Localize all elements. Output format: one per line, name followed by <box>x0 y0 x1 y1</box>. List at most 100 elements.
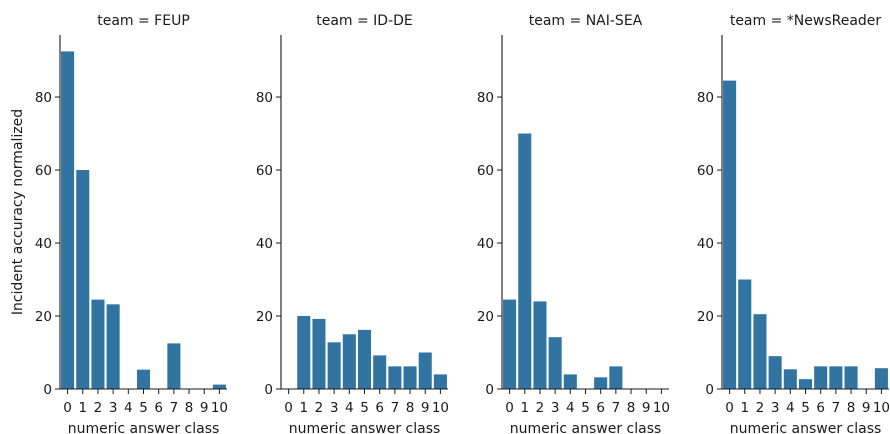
bar-7 <box>167 343 181 389</box>
bar-4 <box>342 334 356 389</box>
bar-0 <box>723 80 737 390</box>
x-tick-label: 6 <box>154 400 163 416</box>
y-tick-label: 20 <box>35 309 52 325</box>
bar-2 <box>312 318 326 389</box>
bar-9 <box>418 352 432 389</box>
x-tick-label: 9 <box>862 400 871 416</box>
y-tick-label: 0 <box>43 382 52 398</box>
bar-5 <box>798 379 813 389</box>
bar-2 <box>753 314 767 389</box>
x-axis-label: numeric answer class <box>510 421 662 434</box>
bar-1 <box>297 316 311 389</box>
x-tick-label: 3 <box>551 400 560 416</box>
bar-2 <box>533 301 547 389</box>
x-tick-label: 6 <box>596 400 605 416</box>
x-tick-label: 3 <box>109 400 118 416</box>
x-tick-label: 10 <box>653 400 670 416</box>
bar-8 <box>403 366 417 389</box>
bar-6 <box>373 355 387 389</box>
y-tick-label: 40 <box>697 236 714 252</box>
bar-10 <box>874 368 888 389</box>
bar-8 <box>844 366 858 389</box>
x-tick-label: 1 <box>78 400 87 416</box>
x-tick-label: 3 <box>771 400 780 416</box>
bar-6 <box>594 377 608 389</box>
bar-0 <box>61 51 75 390</box>
bar-4 <box>783 369 797 389</box>
x-tick-label: 2 <box>756 400 765 416</box>
bar-7 <box>829 366 843 389</box>
y-tick-label: 20 <box>256 309 273 325</box>
bar-10 <box>212 384 226 389</box>
x-tick-label: 8 <box>406 400 415 416</box>
x-tick-label: 9 <box>421 400 430 416</box>
x-axis-label: numeric answer class <box>68 421 220 434</box>
bar-0 <box>503 299 517 389</box>
y-axis-label: Incident accuracy normalized <box>10 109 26 315</box>
y-tick-label: 80 <box>477 90 494 106</box>
x-tick-label: 6 <box>816 400 825 416</box>
x-tick-label: 9 <box>642 400 651 416</box>
panel-title: team = *NewsReader <box>730 13 882 29</box>
x-tick-label: 9 <box>200 400 209 416</box>
y-tick-label: 20 <box>697 309 714 325</box>
y-tick-label: 0 <box>485 382 494 398</box>
x-tick-label: 0 <box>505 400 514 416</box>
x-tick-label: 8 <box>185 400 194 416</box>
x-tick-label: 1 <box>299 400 308 416</box>
y-tick-label: 60 <box>35 163 52 179</box>
x-tick-label: 7 <box>391 400 400 416</box>
y-tick-label: 0 <box>705 382 714 398</box>
x-tick-label: 5 <box>360 400 369 416</box>
bar-2 <box>91 299 105 389</box>
x-tick-label: 4 <box>786 400 795 416</box>
bar-4 <box>563 374 577 389</box>
y-tick-label: 60 <box>477 163 494 179</box>
bar-5 <box>357 329 372 389</box>
x-tick-label: 4 <box>345 400 354 416</box>
x-tick-label: 2 <box>94 400 103 416</box>
bar-1 <box>738 279 752 389</box>
bar-3 <box>327 342 341 389</box>
bar-6 <box>814 366 828 389</box>
x-tick-label: 8 <box>627 400 636 416</box>
x-tick-label: 4 <box>124 400 133 416</box>
y-tick-label: 80 <box>256 90 273 106</box>
y-tick-label: 80 <box>35 90 52 106</box>
x-tick-label: 10 <box>873 400 890 416</box>
panel-title: team = NAI-SEA <box>529 13 643 29</box>
bar-3 <box>106 304 120 389</box>
x-tick-label: 8 <box>847 400 856 416</box>
y-tick-label: 20 <box>477 309 494 325</box>
y-tick-label: 40 <box>477 236 494 252</box>
x-tick-label: 4 <box>566 400 575 416</box>
x-tick-label: 7 <box>832 400 841 416</box>
bar-5 <box>136 369 151 389</box>
x-tick-label: 5 <box>581 400 590 416</box>
bar-3 <box>768 356 782 389</box>
panel-title: team = ID-DE <box>316 13 413 29</box>
x-tick-label: 5 <box>801 400 810 416</box>
bar-1 <box>518 133 532 389</box>
y-tick-label: 40 <box>35 236 52 252</box>
y-tick-label: 60 <box>256 163 273 179</box>
bar-7 <box>609 366 623 389</box>
x-axis-label: numeric answer class <box>289 421 441 434</box>
x-tick-label: 10 <box>211 400 228 416</box>
x-tick-label: 2 <box>536 400 545 416</box>
x-tick-label: 0 <box>63 400 72 416</box>
x-tick-label: 7 <box>612 400 621 416</box>
x-tick-label: 3 <box>330 400 339 416</box>
x-tick-label: 1 <box>740 400 749 416</box>
bar-7 <box>388 366 402 389</box>
panel-title: team = FEUP <box>97 13 190 29</box>
x-tick-label: 6 <box>375 400 384 416</box>
x-tick-label: 5 <box>139 400 148 416</box>
x-tick-label: 0 <box>725 400 734 416</box>
